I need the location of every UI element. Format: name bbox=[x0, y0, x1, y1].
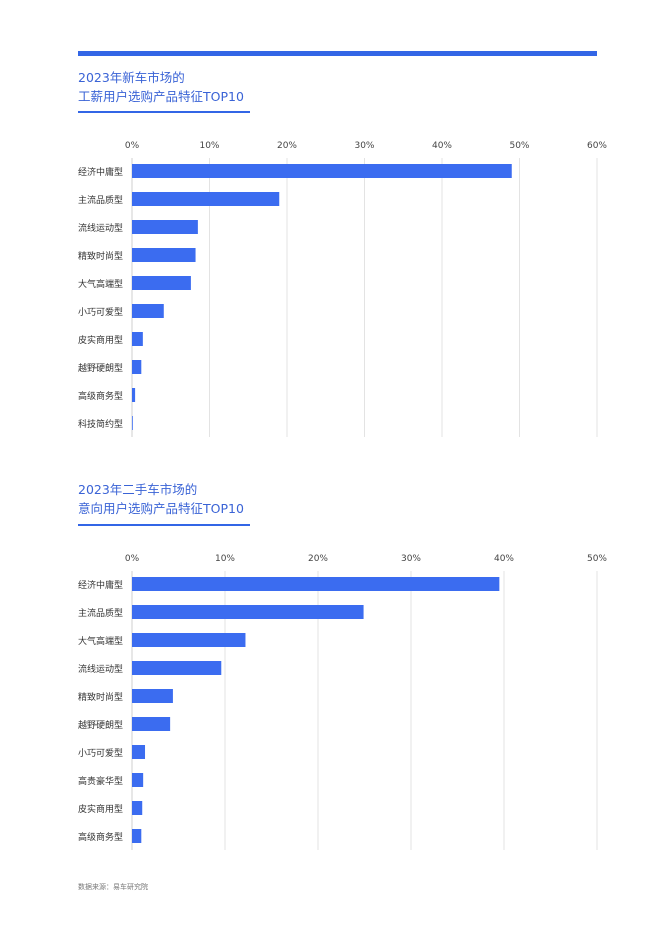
chart1-bar bbox=[132, 360, 142, 374]
chart2-category-label: 皮实商用型 bbox=[78, 803, 123, 815]
chart2-tick-label: 50% bbox=[587, 554, 607, 564]
chart1-tick-label: 40% bbox=[432, 141, 452, 151]
chart2-tick-label: 10% bbox=[215, 554, 235, 564]
chart2-bar bbox=[132, 829, 142, 843]
chart2-category-label: 大气高端型 bbox=[78, 635, 123, 647]
chart1-tick-label: 50% bbox=[509, 141, 529, 151]
chart1-bar bbox=[132, 192, 280, 206]
chart1-category-label: 经济中庸型 bbox=[78, 166, 123, 178]
chart2-title-underline bbox=[78, 524, 250, 526]
chart2-tick-label: 0% bbox=[125, 554, 140, 564]
chart1-category-label: 科技简约型 bbox=[78, 418, 123, 430]
chart2-bar bbox=[132, 745, 146, 759]
chart2-title: 2023年二手车市场的 意向用户选购产品特征TOP10 bbox=[78, 480, 244, 518]
chart1-bar bbox=[132, 388, 136, 402]
chart2-bar bbox=[132, 773, 144, 787]
data-source-note: 数据来源：易车研究院 bbox=[78, 883, 148, 891]
chart2-bar bbox=[132, 577, 500, 591]
chart1-bar bbox=[132, 332, 143, 346]
chart1-svg: 0% 10% 20% 30% 40% 50% 60% 经济中庸型主流品质型流线运动型精致时尚型… bbox=[78, 141, 607, 437]
chart2-category-label: 高贵豪华型 bbox=[78, 775, 123, 787]
chart2-category-label: 经济中庸型 bbox=[78, 579, 123, 591]
chart1-category-label: 流线运动型 bbox=[78, 222, 123, 234]
chart1-category-label: 皮实商用型 bbox=[78, 334, 123, 346]
chart1-title-line2: 工薪用户选购产品特征TOP10 bbox=[78, 89, 244, 104]
chart2-category-label: 主流品质型 bbox=[78, 607, 123, 619]
chart1-bar bbox=[132, 416, 133, 430]
chart1-category-label: 大气高端型 bbox=[78, 278, 123, 290]
chart1-category-label: 越野硬朗型 bbox=[78, 362, 123, 374]
chart2-bar bbox=[132, 661, 222, 675]
chart2-bar bbox=[132, 605, 364, 619]
chart1-bar bbox=[132, 164, 512, 178]
chart1-category-label: 主流品质型 bbox=[78, 194, 123, 206]
chart1-title: 2023年新车市场的 工薪用户选购产品特征TOP10 bbox=[78, 68, 244, 106]
chart2-tick-label: 20% bbox=[308, 554, 328, 564]
chart1-bar bbox=[132, 304, 164, 318]
chart1-category-label: 精致时尚型 bbox=[78, 250, 123, 262]
chart2-tick-label: 30% bbox=[401, 554, 421, 564]
chart2-category-label: 越野硬朗型 bbox=[78, 719, 123, 731]
chart2-bar bbox=[132, 689, 173, 703]
chart2-category-label: 精致时尚型 bbox=[78, 691, 123, 703]
chart1-tick-label: 0% bbox=[125, 141, 140, 151]
chart1: 0% 10% 20% 30% 40% 50% 60% 经济中庸型主流品质型流线运动型精致时尚型… bbox=[0, 132, 672, 442]
chart2-category-label: 高级商务型 bbox=[78, 831, 123, 843]
chart1-tick-label: 10% bbox=[199, 141, 219, 151]
chart2-title-line1: 2023年二手车市场的 bbox=[78, 482, 198, 497]
chart2-title-line2: 意向用户选购产品特征TOP10 bbox=[78, 501, 244, 516]
chart2-bar bbox=[132, 633, 246, 647]
chart1-bar bbox=[132, 276, 191, 290]
chart2-tick-label: 40% bbox=[494, 554, 514, 564]
chart2-bar bbox=[132, 717, 171, 731]
chart1-category-label: 高级商务型 bbox=[78, 390, 123, 402]
chart1-tick-label: 30% bbox=[354, 141, 374, 151]
chart1-title-underline bbox=[78, 111, 250, 113]
top-accent-rule bbox=[78, 51, 597, 56]
chart1-category-label: 小巧可爱型 bbox=[78, 307, 123, 318]
chart1-bar bbox=[132, 220, 198, 234]
chart2-bar bbox=[132, 801, 143, 815]
chart1-tick-label: 20% bbox=[277, 141, 297, 151]
chart1-title-line1: 2023年新车市场的 bbox=[78, 70, 185, 85]
chart1-tick-label: 60% bbox=[587, 141, 607, 151]
chart1-bar bbox=[132, 248, 196, 262]
chart2-svg: 0% 10% 20% 30% 40% 50% 经济中庸型主流品质型大气高端型流线运动型精致时… bbox=[78, 554, 607, 850]
chart2-category-label: 流线运动型 bbox=[78, 663, 123, 675]
chart2: 0% 10% 20% 30% 40% 50% 经济中庸型主流品质型大气高端型流线运动型精致时… bbox=[0, 545, 672, 855]
chart2-category-label: 小巧可爱型 bbox=[78, 748, 123, 759]
